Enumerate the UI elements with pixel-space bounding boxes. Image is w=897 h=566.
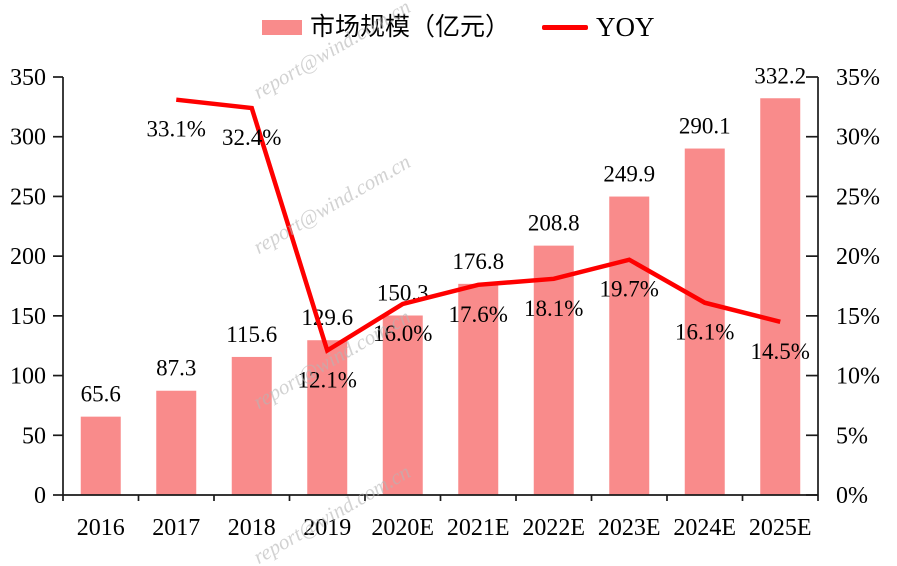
left-tick-label: 100 <box>10 364 46 390</box>
bar-2023E <box>609 196 650 495</box>
bar-series-swatch-icon <box>262 20 302 36</box>
left-tick-label: 250 <box>10 184 46 210</box>
bar-2022E <box>533 245 574 495</box>
bar-value-label: 115.6 <box>226 322 277 347</box>
bar-2017 <box>156 390 197 495</box>
left-tick-label: 150 <box>10 304 46 330</box>
yoy-value-label: 17.6% <box>449 302 508 327</box>
x-category-label: 2020E <box>371 515 434 541</box>
bar-2025E <box>760 98 801 495</box>
bar-value-label: 332.2 <box>754 63 806 88</box>
x-category-label: 2017 <box>152 515 200 541</box>
right-tick-label: 30% <box>836 125 880 151</box>
line-series-legend-label: YOY <box>596 12 655 42</box>
bar-2020E <box>382 315 423 495</box>
bar-value-label: 129.6 <box>301 305 353 330</box>
bar-value-label: 208.8 <box>528 211 580 236</box>
right-tick-label: 15% <box>836 304 880 330</box>
x-category-label: 2016 <box>77 515 125 541</box>
yoy-value-label: 32.4% <box>222 125 281 150</box>
bar-value-label: 65.6 <box>81 382 121 407</box>
right-tick-label: 10% <box>836 364 880 390</box>
yoy-value-label: 12.1% <box>298 367 357 392</box>
bar-value-label: 249.9 <box>603 162 655 187</box>
x-category-label: 2025E <box>749 515 812 541</box>
yoy-value-label: 14.5% <box>751 339 810 364</box>
left-tick-label: 0 <box>34 483 46 509</box>
right-tick-label: 25% <box>836 184 880 210</box>
right-tick-label: 5% <box>836 423 868 449</box>
right-tick-label: 0% <box>836 483 868 509</box>
bar-series-legend-label: 市场规模（亿元） <box>310 14 511 42</box>
bar-value-label: 87.3 <box>156 356 196 381</box>
right-tick-label: 35% <box>836 65 880 91</box>
x-category-label: 2022E <box>522 515 585 541</box>
bar-value-label: 176.8 <box>452 249 504 274</box>
left-tick-label: 200 <box>10 244 46 270</box>
yoy-value-label: 16.1% <box>675 320 734 345</box>
x-category-label: 2019 <box>303 515 351 541</box>
yoy-value-label: 19.7% <box>600 277 659 302</box>
bar-2021E <box>458 283 499 495</box>
bar-2018 <box>231 356 272 495</box>
x-category-label: 2023E <box>598 515 661 541</box>
x-category-label: 2018 <box>228 515 276 541</box>
bar-2019 <box>307 340 348 495</box>
yoy-value-label: 16.0% <box>373 321 432 346</box>
line-series-swatch-icon <box>542 25 589 31</box>
x-category-label: 2021E <box>447 515 510 541</box>
left-tick-label: 300 <box>10 125 46 151</box>
bar-2024E <box>684 148 725 495</box>
right-tick-label: 20% <box>836 244 880 270</box>
bar-2016 <box>80 416 121 495</box>
yoy-value-label: 18.1% <box>524 296 583 321</box>
x-category-label: 2024E <box>673 515 736 541</box>
left-tick-label: 50 <box>22 423 46 449</box>
yoy-line <box>176 97 781 354</box>
yoy-value-label: 33.1% <box>147 117 206 142</box>
left-tick-label: 350 <box>10 65 46 91</box>
bar-value-label: 290.1 <box>679 114 731 139</box>
legend: 市场规模（亿元） YOY <box>262 12 655 43</box>
